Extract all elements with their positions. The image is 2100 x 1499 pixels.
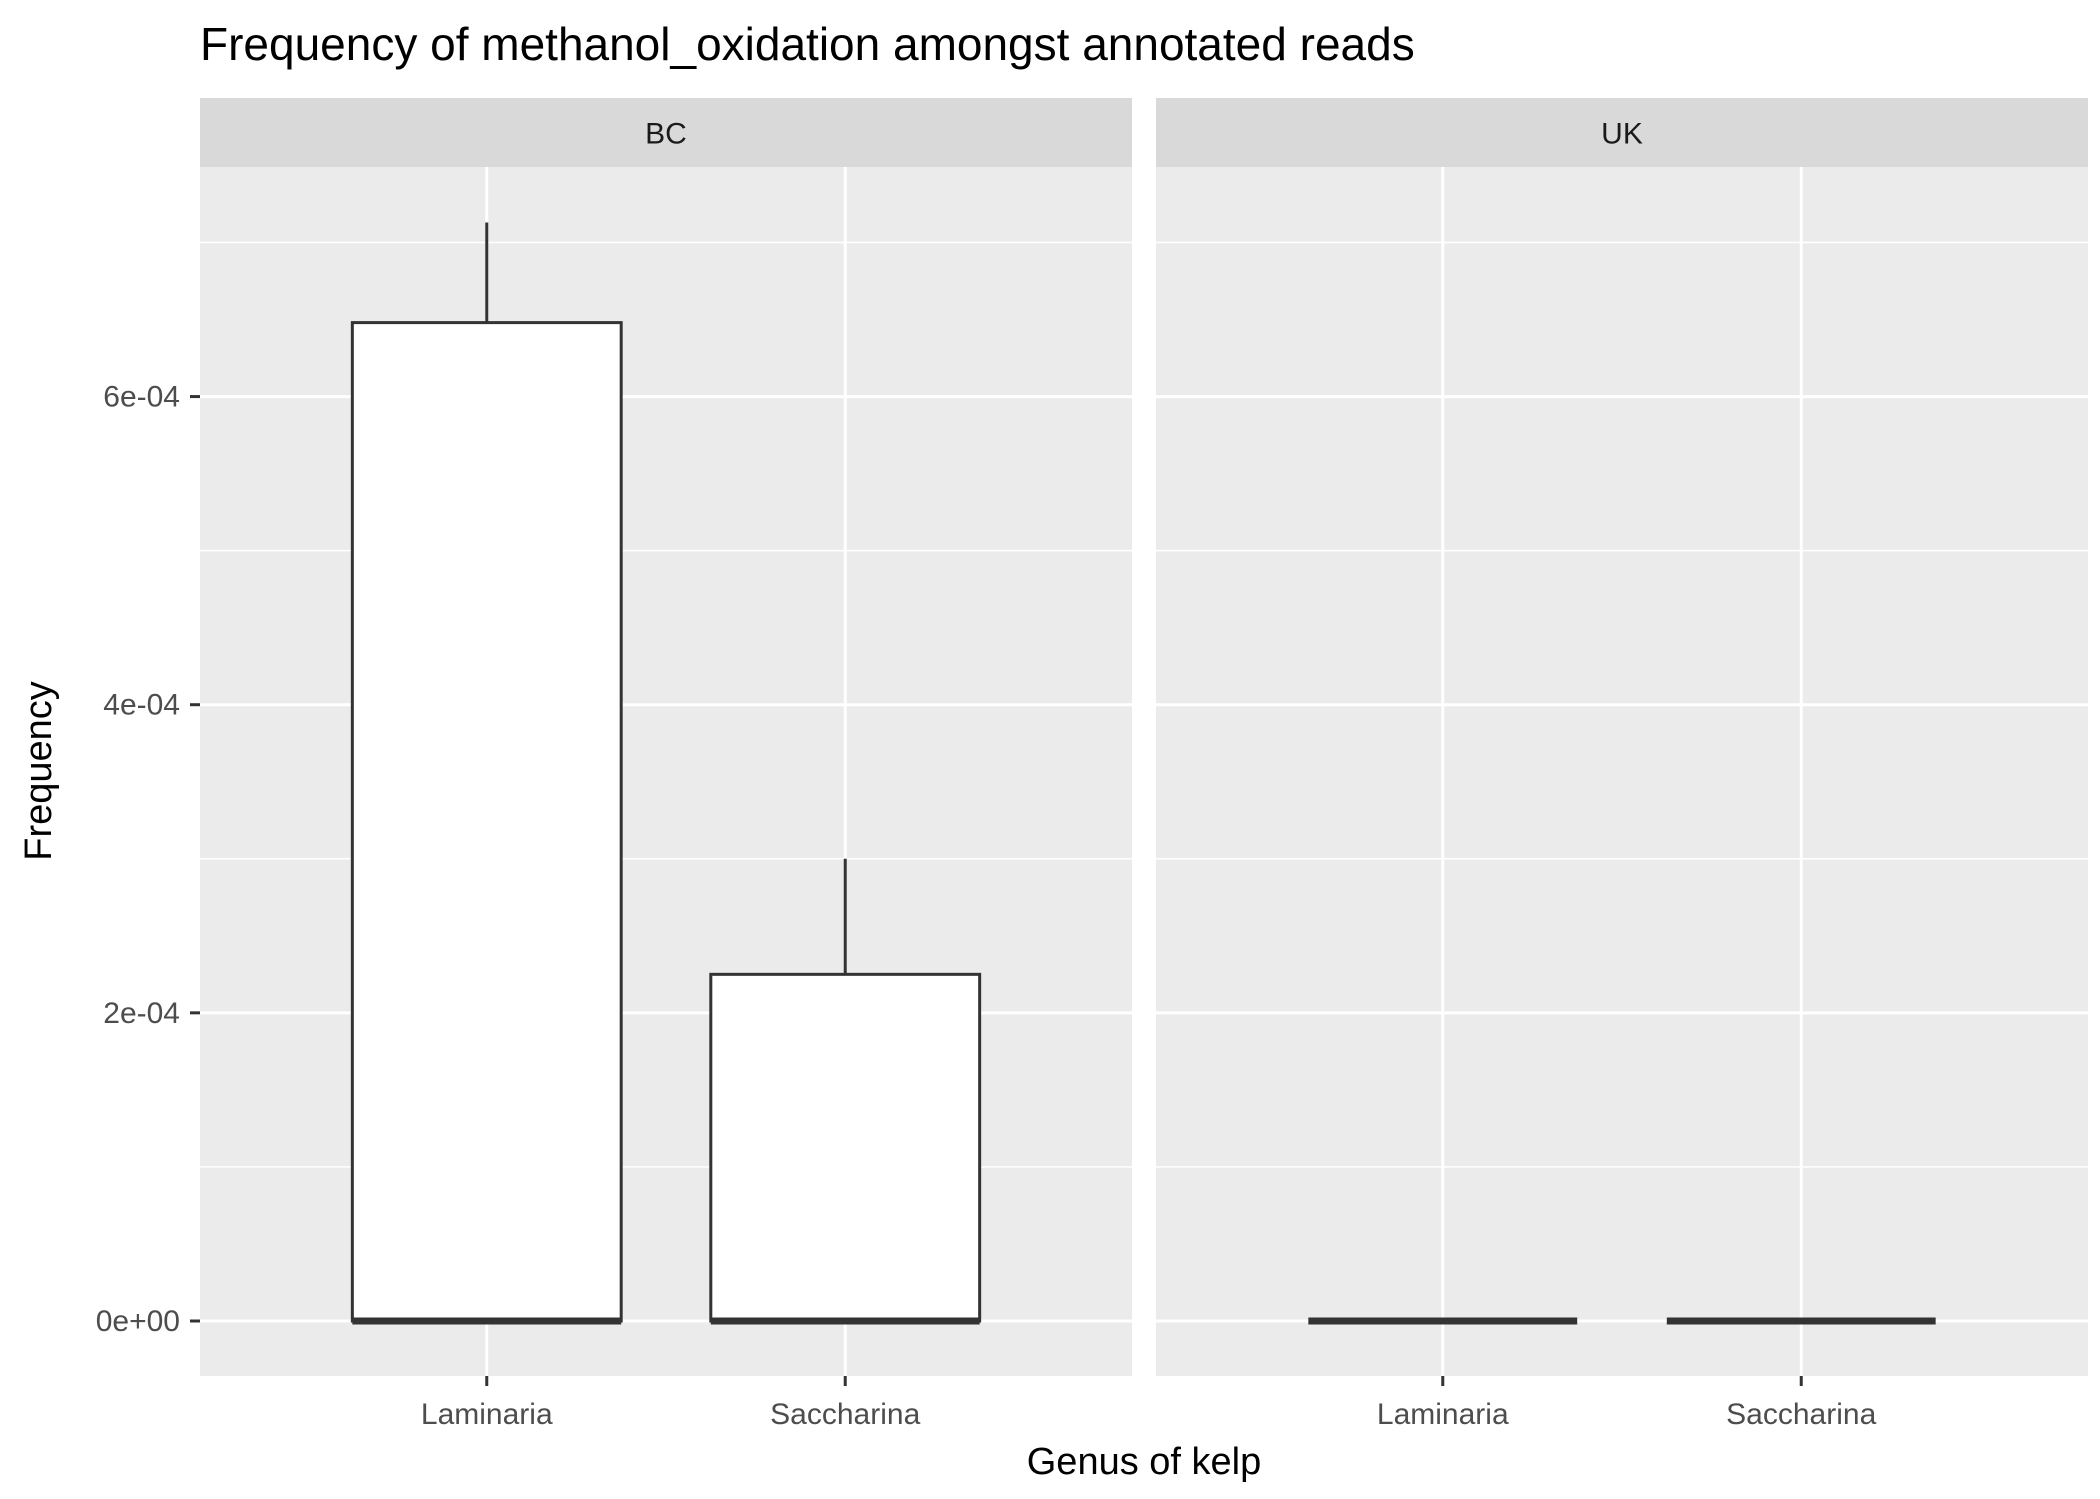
x-axis-title: Genus of kelp — [1027, 1441, 1261, 1483]
y-axis-title: Frequency — [18, 681, 60, 861]
box-laminaria — [350, 222, 623, 1325]
x-tick-label: Laminaria — [421, 1398, 553, 1431]
box-saccharina — [709, 858, 982, 1325]
x-tick-label: Saccharina — [1726, 1398, 1876, 1431]
facet-strip — [1156, 98, 2088, 167]
y-tick-label: 2e-04 — [103, 997, 180, 1030]
facet-panels: BC Laminaria Saccharina UK Laminaria Sacchari… — [200, 98, 2088, 1431]
facet-panel-bc: BC Laminaria Saccharina — [200, 98, 1132, 1431]
facet-strip-label: BC — [645, 118, 687, 151]
y-tick-label: 6e-04 — [103, 381, 180, 414]
facet-strip-label: UK — [1601, 118, 1643, 151]
y-axis: 0e+00 2e-04 4e-04 6e-04 — [96, 381, 200, 1338]
y-tick-label: 4e-04 — [103, 689, 180, 722]
chart-title: Frequency of methanol_oxidation amongst … — [200, 18, 1415, 70]
box-body — [709, 972, 982, 1323]
facet-panel-uk: UK Laminaria Saccharina — [1156, 98, 2088, 1431]
box-body — [350, 321, 623, 1323]
x-tick-label: Laminaria — [1377, 1398, 1509, 1431]
x-tick-label: Saccharina — [770, 1398, 920, 1431]
panel-background — [200, 167, 1132, 1376]
y-tick-label: 0e+00 — [96, 1305, 180, 1338]
facet-strip — [200, 98, 1132, 167]
panel-background — [1156, 167, 2088, 1376]
